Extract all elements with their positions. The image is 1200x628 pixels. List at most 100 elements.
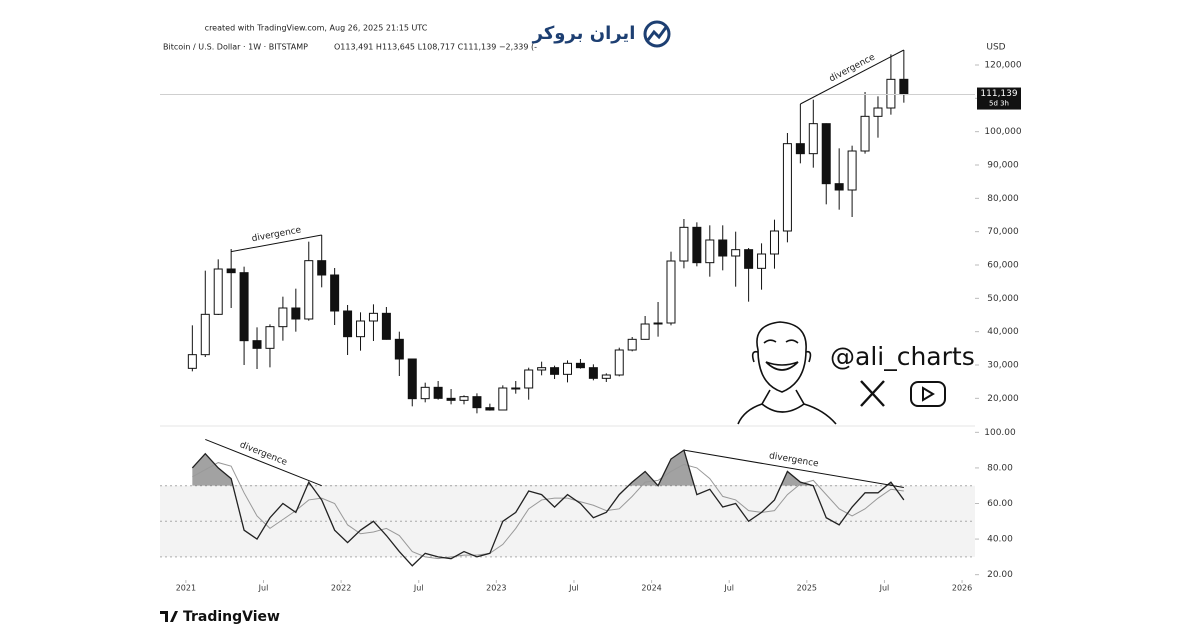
candle-body xyxy=(278,307,288,328)
candle-body xyxy=(899,78,909,96)
y-tick-label: 30,000 xyxy=(987,361,1019,371)
candle-body xyxy=(601,374,611,379)
y-tick-label: 120,000 xyxy=(984,61,1021,71)
candle-body xyxy=(550,367,560,375)
candle-body xyxy=(705,239,715,264)
candle-body xyxy=(834,183,844,191)
logo-icon xyxy=(643,20,671,48)
rsi-band xyxy=(160,485,975,557)
y-tick-label: 40,000 xyxy=(987,327,1019,337)
handle: @ali_charts xyxy=(830,342,975,371)
last-price-box xyxy=(977,87,1021,110)
x-icon xyxy=(860,380,885,407)
annotation-line xyxy=(683,449,904,488)
candle-body xyxy=(744,249,754,269)
y-tick-label: 100,000 xyxy=(984,127,1021,137)
candle-body xyxy=(291,307,301,320)
candle-body xyxy=(886,78,896,109)
rsi-ma-line xyxy=(192,462,904,560)
candle-body xyxy=(847,150,857,191)
candle-body xyxy=(459,396,469,401)
candle-body xyxy=(873,107,883,117)
last-price-label: 111,139 xyxy=(980,89,1017,99)
candle-body xyxy=(666,260,676,324)
candle-body xyxy=(795,143,805,155)
y-tick-label: 90,000 xyxy=(987,161,1019,171)
candle-body xyxy=(860,115,870,152)
x-tick-label: 2026 xyxy=(952,584,972,593)
logo-text: ایران بروکر xyxy=(532,23,636,44)
candle-body xyxy=(187,354,197,369)
candle-body xyxy=(226,268,236,274)
candle-body xyxy=(627,338,637,351)
annotation-line xyxy=(231,234,322,253)
x-tick-label: Jul xyxy=(568,584,579,593)
countdown-label: 5d 3h xyxy=(989,100,1009,108)
candle-body xyxy=(821,123,831,185)
candle-body xyxy=(718,239,728,257)
x-tick-label: Jul xyxy=(879,584,890,593)
candle-body xyxy=(498,387,508,411)
candle-body xyxy=(808,123,818,155)
y-tick-label: 100.00 xyxy=(984,428,1016,438)
candle-body xyxy=(588,367,598,379)
candle-body xyxy=(252,340,262,349)
x-tick-label: 2021 xyxy=(176,584,196,593)
candle-body xyxy=(239,272,249,342)
candle-body xyxy=(485,407,495,411)
candle-body xyxy=(640,323,650,340)
candle-body xyxy=(614,349,624,376)
tradingview-logo xyxy=(160,611,178,622)
y-tick-label: 70,000 xyxy=(987,227,1019,237)
footer-brand: TradingView xyxy=(183,609,280,625)
annotation-line xyxy=(800,49,905,105)
candle-body xyxy=(330,274,340,312)
y-tick-label: 80.00 xyxy=(987,463,1013,473)
candle-body xyxy=(537,367,547,371)
x-tick-label: 2024 xyxy=(641,584,661,593)
candle-body xyxy=(265,326,275,349)
y-tick-label: 60,000 xyxy=(987,261,1019,271)
candle-body xyxy=(782,143,792,232)
candle-body xyxy=(731,249,741,257)
candle-body xyxy=(213,268,223,315)
candle-body xyxy=(356,320,366,338)
candle-body xyxy=(394,338,404,360)
candle-body xyxy=(420,386,430,400)
x-tick-label: 2023 xyxy=(486,584,506,593)
candle-body xyxy=(653,322,663,325)
y-tick-label: 20.00 xyxy=(987,570,1013,580)
annotation-line xyxy=(205,438,322,487)
y-tick-label: 80,000 xyxy=(987,194,1019,204)
candle-body xyxy=(692,226,702,264)
y-tick-label: 60.00 xyxy=(987,499,1013,509)
y-tick-label: 40.00 xyxy=(987,535,1013,545)
candle-body xyxy=(446,397,456,401)
ohlc: O113,491 H113,645 L108,717 C111,139 −2,3… xyxy=(334,43,537,52)
x-tick-label: Jul xyxy=(413,584,424,593)
candle-body xyxy=(407,358,417,400)
candle-body xyxy=(343,310,353,338)
created-note: created with TradingView.com, Aug 26, 20… xyxy=(205,24,428,33)
candle-body xyxy=(511,387,521,390)
candle-body xyxy=(433,386,443,399)
x-tick-label: 2022 xyxy=(331,584,351,593)
candle-body xyxy=(524,369,534,389)
candle-body xyxy=(769,230,779,255)
candle-body xyxy=(472,396,482,409)
x-tick-label: Jul xyxy=(258,584,269,593)
y-tick-label: 50,000 xyxy=(987,294,1019,304)
x-tick-label: Jul xyxy=(723,584,734,593)
avatar xyxy=(737,321,837,425)
candle-body xyxy=(575,362,585,369)
y-tick-label: 20,000 xyxy=(987,394,1019,404)
candle-body xyxy=(563,362,572,375)
candle-body xyxy=(757,253,767,269)
candle-body xyxy=(368,312,378,322)
x-tick-label: 2025 xyxy=(797,584,817,593)
candle-body xyxy=(679,226,689,262)
axis-unit: USD xyxy=(986,43,1005,53)
candle-body xyxy=(317,260,327,276)
candle-body xyxy=(200,313,210,356)
